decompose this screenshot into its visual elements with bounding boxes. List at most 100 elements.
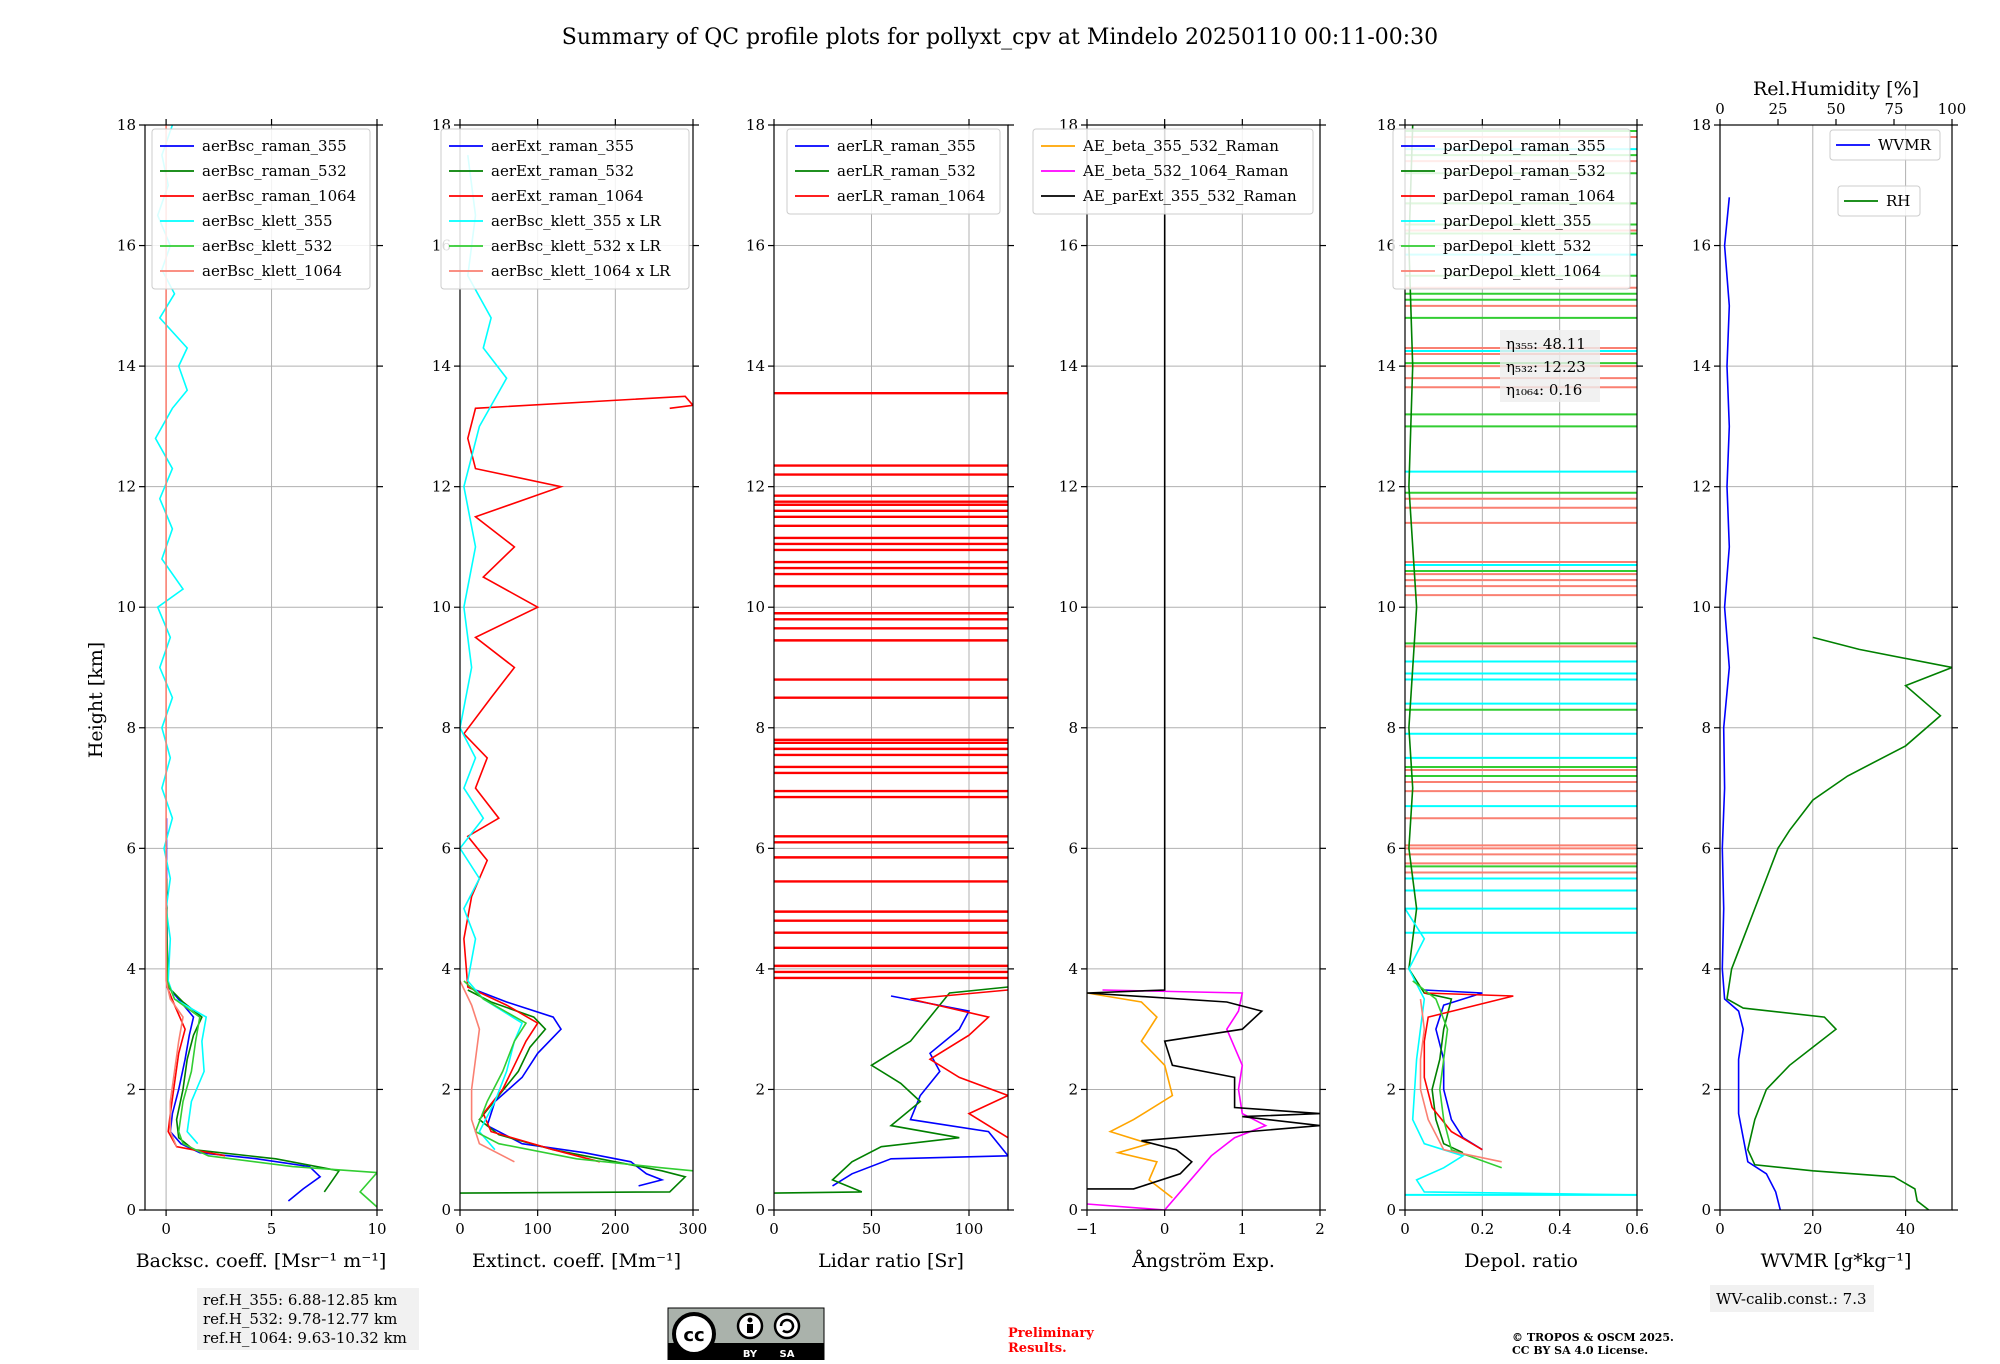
eta-info-bg xyxy=(1500,330,1600,402)
series-line-aerExt_raman_355 xyxy=(467,986,665,1187)
x-tick-label: 5 xyxy=(267,1220,277,1238)
series-line-aerLR_raman_355 xyxy=(832,995,1008,1187)
y-tick-label: 2 xyxy=(1701,1080,1711,1098)
legend-label: parDepol_klett_532 xyxy=(1443,237,1592,255)
y-tick-label: 6 xyxy=(126,839,136,857)
y-tick-label: 4 xyxy=(755,960,765,978)
ticks xyxy=(139,119,383,1216)
y-tick-label: 10 xyxy=(1692,598,1711,616)
legend-label: AE_beta_355_532_Raman xyxy=(1082,137,1279,155)
y-tick-label: 2 xyxy=(755,1080,765,1098)
y-tick-label: 4 xyxy=(1386,960,1396,978)
y-tick-label: 16 xyxy=(1377,237,1396,255)
data-layer xyxy=(1721,197,1952,1210)
legend-label: aerBsc_klett_532 xyxy=(202,237,333,255)
data-layer xyxy=(460,154,693,1194)
axes-frame xyxy=(1404,124,1638,1211)
y-tick-label: 4 xyxy=(1068,960,1078,978)
series-line-RH xyxy=(1726,636,1952,1210)
y-tick-label: 16 xyxy=(1692,237,1711,255)
x-tick-label: 0.4 xyxy=(1548,1220,1572,1238)
y-tick-label: 14 xyxy=(1377,357,1396,375)
copyright-line2: CC BY SA 4.0 License. xyxy=(1512,1344,1648,1357)
refh-355: ref.H_355: 6.88-12.85 km xyxy=(203,1291,397,1309)
eta-1064: η₁₀₆₄: 0.16 xyxy=(1506,381,1582,399)
panel-depol-ratio: 0 0.2 0.4 0.6 0 2 4 6 8 10 12 14 16 18 Depol. ratio par… xyxy=(1377,116,1649,1272)
refh-info-box: ref.H_355: 6.88-12.85 km ref.H_532: 9.78… xyxy=(197,1288,419,1350)
series-line-aerBsc_klett_532 xyxy=(165,908,377,1208)
top-x-tick-label: 0 xyxy=(1715,100,1725,118)
legend-label: aerBsc_klett_1064 xyxy=(202,262,342,280)
copyright-line1: © TROPOS & OSCM 2025. xyxy=(1512,1331,1674,1344)
y-tick-label: 14 xyxy=(117,357,136,375)
y-tick-label: 8 xyxy=(126,719,136,737)
grid-lines xyxy=(1086,124,1321,1211)
x-axis-label: WVMR [g*kg⁻¹] xyxy=(1761,1250,1912,1272)
legend-label: parDepol_raman_532 xyxy=(1443,162,1606,180)
legend-label: aerBsc_klett_1064 x LR xyxy=(491,262,671,280)
cc-by-text: BY xyxy=(743,1349,758,1360)
axes-frame xyxy=(773,124,1009,1211)
y-tick-label: 6 xyxy=(1386,839,1396,857)
legend-label: aerBsc_klett_355 x LR xyxy=(491,212,662,230)
legend-label: parDepol_raman_1064 xyxy=(1443,187,1615,205)
x-tick-label: 0.6 xyxy=(1625,1220,1649,1238)
x-axis-label: Lidar ratio [Sr] xyxy=(818,1250,964,1272)
series-line-AE_beta_355_532_Raman xyxy=(1087,992,1174,1199)
ticks xyxy=(1081,119,1326,1216)
refh-info-bg xyxy=(197,1288,419,1350)
by-person-body xyxy=(747,1324,753,1333)
y-tick-label: 12 xyxy=(1059,478,1078,496)
series-line-aerBsc_raman_1064 xyxy=(165,938,226,1157)
y-tick-label: 12 xyxy=(432,478,451,496)
y-tick-label: 2 xyxy=(1386,1080,1396,1098)
series-line-AE_parExt_355_532_Raman xyxy=(1087,125,1320,1190)
legend-box xyxy=(786,128,1001,215)
series-line-aerLR_raman_1064 xyxy=(910,989,1008,1139)
y-axis-label: Height [km] xyxy=(85,642,107,758)
legend-box xyxy=(1392,128,1631,290)
x-tick-label: 0 xyxy=(161,1220,171,1238)
y-tick-label: 12 xyxy=(746,478,765,496)
legend-label: AE_parExt_355_532_Raman xyxy=(1082,187,1297,205)
y-tick-label: 2 xyxy=(441,1080,451,1098)
series-line-parDepol_raman_1064 xyxy=(1423,992,1514,1151)
x-tick-label: 1 xyxy=(1238,1220,1248,1238)
series-line-parDepol_klett_355 xyxy=(1405,908,1637,1196)
preliminary-line2: Results. xyxy=(1008,1341,1067,1356)
y-tick-label: 16 xyxy=(117,237,136,255)
series-line-aerBsc_raman_532 xyxy=(165,878,341,1193)
legend-box xyxy=(151,128,371,290)
y-tick-label: 12 xyxy=(1377,478,1396,496)
y-tick-label: 18 xyxy=(746,116,765,134)
wv-calib-box: WV-calib.const.: 7.3 xyxy=(1710,1285,1874,1312)
by-person-head xyxy=(747,1317,753,1323)
y-tick-label: 14 xyxy=(1692,357,1711,375)
y-tick-label: 16 xyxy=(746,237,765,255)
y-tick-label: 0 xyxy=(1386,1201,1396,1219)
y-tick-label: 12 xyxy=(1692,478,1711,496)
y-tick-label: 18 xyxy=(1377,116,1396,134)
cc-icon-glyph: cc xyxy=(683,1325,704,1346)
refh-1064: ref.H_1064: 9.63-10.32 km xyxy=(203,1329,407,1347)
series-line-parDepol_klett_1064 xyxy=(1419,998,1502,1163)
axes-frame xyxy=(1719,124,1953,1211)
cc-sa-text: SA xyxy=(780,1349,795,1360)
preliminary-line1: Preliminary xyxy=(1008,1326,1094,1341)
series-line-aerExt_raman_532 xyxy=(460,989,687,1194)
legend-label: aerLR_raman_1064 xyxy=(837,187,985,205)
x-tick-label: 100 xyxy=(523,1220,552,1238)
x-tick-label: 50 xyxy=(862,1220,881,1238)
x-tick-label: 20 xyxy=(1803,1220,1822,1238)
y-tick-label: 0 xyxy=(755,1201,765,1219)
panel-backscatter: 0 5 10 0 2 4 6 8 10 12 14 16 18 Backsc. coeff. [Msr⁻¹… xyxy=(117,116,387,1272)
y-tick-label: 8 xyxy=(1068,719,1078,737)
y-tick-label: 2 xyxy=(1068,1080,1078,1098)
y-tick-label: 16 xyxy=(1059,237,1078,255)
y-tick-label: 8 xyxy=(1701,719,1711,737)
top-x-axis-label: Rel.Humidity [%] xyxy=(1753,78,1919,100)
